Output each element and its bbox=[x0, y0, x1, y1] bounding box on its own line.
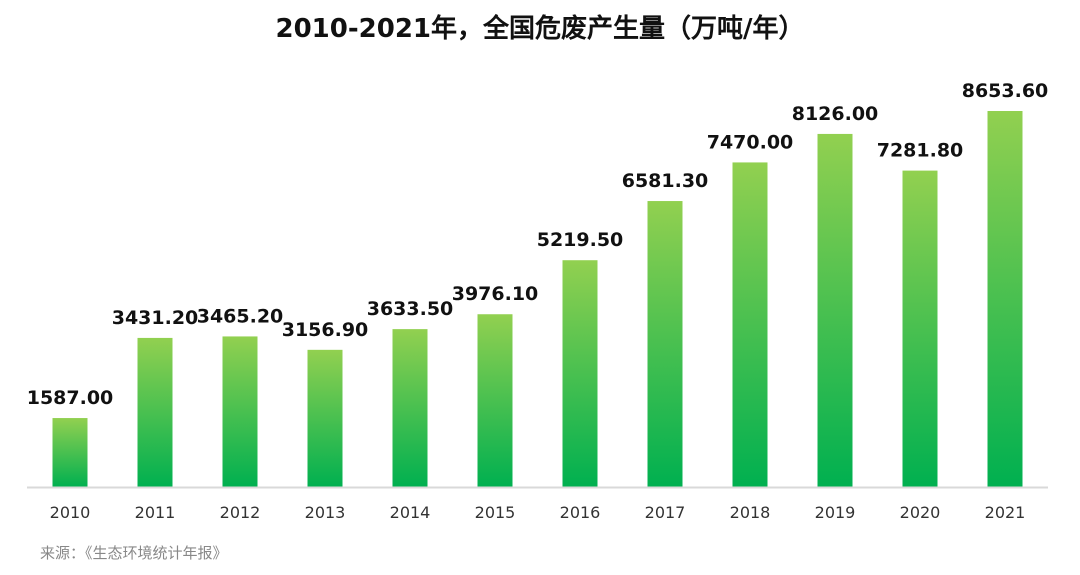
x-tick-label-2011: 2011 bbox=[135, 503, 176, 522]
value-label-2018: 7470.00 bbox=[707, 131, 794, 153]
bar-2018 bbox=[732, 162, 768, 487]
chart-title: 2010-2021年，全国危废产生量（万吨/年） bbox=[275, 14, 805, 44]
value-label-2013: 3156.90 bbox=[282, 319, 369, 341]
value-label-2020: 7281.80 bbox=[877, 140, 964, 162]
value-label-2016: 5219.50 bbox=[537, 229, 624, 251]
value-label-2021: 8653.60 bbox=[962, 80, 1049, 102]
bar-2014 bbox=[392, 329, 428, 487]
bar-2015 bbox=[477, 314, 513, 487]
bar-2020 bbox=[902, 170, 938, 488]
value-label-2014: 3633.50 bbox=[367, 298, 454, 320]
bar-2016 bbox=[562, 260, 598, 487]
value-label-2019: 8126.00 bbox=[792, 103, 879, 125]
bar-2010 bbox=[52, 418, 88, 487]
x-tick-label-2016: 2016 bbox=[560, 503, 601, 522]
value-label-2015: 3976.10 bbox=[452, 283, 539, 305]
bar-2019 bbox=[817, 133, 853, 487]
bar-2011 bbox=[137, 337, 173, 487]
x-tick-label-2020: 2020 bbox=[900, 503, 941, 522]
bar-2012 bbox=[222, 336, 258, 487]
value-label-2011: 3431.20 bbox=[112, 307, 199, 329]
x-tick-label-2015: 2015 bbox=[475, 503, 516, 522]
bar-2013 bbox=[307, 349, 343, 487]
bar-2021 bbox=[987, 111, 1023, 487]
x-tick-label-2012: 2012 bbox=[220, 503, 261, 522]
x-tick-label-2019: 2019 bbox=[815, 503, 856, 522]
x-tick-label-2014: 2014 bbox=[390, 503, 431, 522]
x-tick-label-2017: 2017 bbox=[645, 503, 686, 522]
x-tick-label-2013: 2013 bbox=[305, 503, 346, 522]
x-tick-label-2018: 2018 bbox=[730, 503, 771, 522]
value-label-2017: 6581.30 bbox=[622, 170, 709, 192]
value-label-2012: 3465.20 bbox=[197, 305, 284, 327]
x-tick-label-2010: 2010 bbox=[50, 503, 91, 522]
bar-2017 bbox=[647, 201, 683, 487]
source-note: 来源：《生态环境统计年报》 bbox=[40, 544, 228, 562]
value-label-2010: 1587.00 bbox=[27, 387, 114, 409]
x-tick-label-2021: 2021 bbox=[985, 503, 1026, 522]
